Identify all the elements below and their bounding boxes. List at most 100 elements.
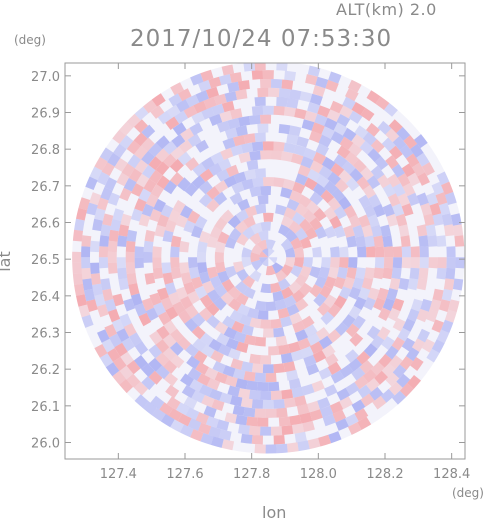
x-tick-label: 128.4 xyxy=(433,467,470,482)
radar-cell xyxy=(309,341,324,355)
radar-cell xyxy=(186,355,201,370)
radar-cell xyxy=(397,327,411,342)
radar-cell xyxy=(116,172,130,187)
radar-cell xyxy=(81,314,94,328)
radar-cell xyxy=(151,93,166,107)
radar-cell xyxy=(428,257,438,269)
radar-cell xyxy=(417,172,430,186)
radar-cell xyxy=(184,182,199,197)
radar-cell xyxy=(152,267,164,280)
radar-cell xyxy=(315,76,329,89)
radar-cell xyxy=(270,150,283,161)
radar-cell xyxy=(235,220,249,234)
radar-cell xyxy=(283,397,296,408)
radar-cell xyxy=(198,307,213,322)
radar-cell xyxy=(444,309,457,323)
radar-cell xyxy=(307,400,320,413)
radar-cell xyxy=(282,178,296,191)
radar-cell xyxy=(134,303,147,317)
radar-cell xyxy=(369,386,384,401)
radar-cell xyxy=(241,247,252,258)
radar-cell xyxy=(141,164,156,179)
radar-cell xyxy=(96,304,109,318)
radar-cell xyxy=(260,390,272,401)
radar-cell xyxy=(323,294,337,308)
radar-cell xyxy=(250,252,260,263)
radar-cell xyxy=(220,147,234,160)
radar-cell xyxy=(312,246,322,258)
x-axis-unit: (deg) xyxy=(452,486,484,500)
radar-cell xyxy=(92,283,103,296)
radar-cell xyxy=(331,188,345,202)
radar-cell xyxy=(183,220,196,233)
radar-cell xyxy=(407,308,420,322)
radar-cell xyxy=(406,347,420,362)
y-tick-label: 26.5 xyxy=(31,253,60,268)
radar-cell xyxy=(126,229,138,242)
radar-cell xyxy=(128,283,140,296)
radar-cell xyxy=(184,318,199,332)
radar-cell xyxy=(366,325,381,340)
radar-cell xyxy=(208,162,223,176)
radar-cell xyxy=(198,271,211,284)
radar-cell xyxy=(370,361,385,376)
radar-cell xyxy=(227,117,240,130)
radar-cell xyxy=(328,431,342,444)
radar-cell xyxy=(148,142,163,157)
radar-cell xyxy=(330,370,345,384)
radar-cell xyxy=(355,235,366,248)
radar-cell xyxy=(265,373,277,383)
radar-cell xyxy=(278,124,291,135)
radar-cell xyxy=(191,225,203,239)
radar-cell xyxy=(243,133,256,144)
radar-cell xyxy=(302,420,315,432)
radar-cell xyxy=(180,205,193,219)
radar-cell xyxy=(162,153,177,168)
radar-cell xyxy=(107,251,117,263)
radar-cell xyxy=(127,154,141,169)
radar-cell xyxy=(199,294,213,308)
radar-cell xyxy=(246,380,258,391)
radar-cell xyxy=(150,395,165,410)
radar-cell xyxy=(230,108,243,120)
radar-cell xyxy=(276,63,288,71)
radar-cell xyxy=(164,219,177,233)
radar-cell xyxy=(228,298,242,312)
radar-cell xyxy=(381,137,396,152)
radar-cell xyxy=(260,355,272,365)
radar-cell xyxy=(370,139,385,153)
radar-cell xyxy=(257,194,269,205)
radar-cell xyxy=(426,348,440,363)
radar-cell xyxy=(136,173,150,188)
radar-cell xyxy=(345,349,359,363)
radar-cell xyxy=(141,363,155,378)
radar-cell xyxy=(149,292,162,306)
radar-cell xyxy=(291,386,304,398)
radar-cell xyxy=(164,282,177,296)
radar-cell xyxy=(410,257,420,269)
radar-cell xyxy=(327,361,342,375)
radar-cell xyxy=(329,401,344,414)
radar-cell xyxy=(388,119,403,134)
radar-cell xyxy=(271,426,283,436)
radar-cell xyxy=(203,405,217,418)
radar-cell xyxy=(265,265,276,276)
radar-cell xyxy=(144,229,156,242)
radar-cell xyxy=(392,364,407,379)
radar-cell xyxy=(307,437,321,450)
radar-cell xyxy=(389,355,403,369)
radar-cell xyxy=(354,375,369,390)
radar-cell xyxy=(305,74,318,86)
radar-cell xyxy=(224,127,238,140)
radar-cell xyxy=(74,283,85,296)
radar-cell xyxy=(232,135,246,147)
radar-cell xyxy=(411,162,425,177)
radar-cell xyxy=(156,175,170,190)
radar-cell xyxy=(251,259,263,271)
radar-cell xyxy=(254,203,267,215)
radar-cell xyxy=(262,364,274,374)
radar-cell xyxy=(368,194,382,208)
radar-cell xyxy=(138,188,152,202)
radar-cell xyxy=(162,230,174,243)
radar-cell xyxy=(201,107,215,120)
